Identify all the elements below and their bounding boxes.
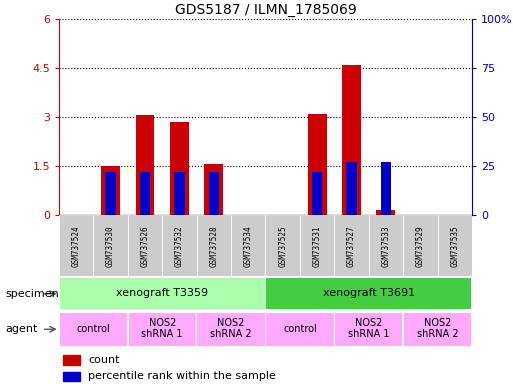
Bar xyxy=(60,278,265,310)
Text: control: control xyxy=(76,324,110,334)
Bar xyxy=(404,313,471,346)
Bar xyxy=(63,372,80,381)
Text: count: count xyxy=(88,355,120,365)
Text: GSM737532: GSM737532 xyxy=(175,225,184,266)
Text: NOS2
shRNA 2: NOS2 shRNA 2 xyxy=(210,318,252,339)
Text: GSM737524: GSM737524 xyxy=(72,225,81,266)
Bar xyxy=(204,164,223,215)
Bar xyxy=(198,313,265,346)
Text: GSM737535: GSM737535 xyxy=(450,225,459,266)
Bar xyxy=(346,162,357,215)
Text: xenograft T3359: xenograft T3359 xyxy=(116,288,208,298)
Text: NOS2
shRNA 1: NOS2 shRNA 1 xyxy=(142,318,183,339)
Bar xyxy=(128,215,162,276)
Bar xyxy=(377,210,396,215)
Bar xyxy=(334,215,369,276)
Bar xyxy=(312,172,322,215)
Bar xyxy=(266,278,471,310)
Text: NOS2
shRNA 2: NOS2 shRNA 2 xyxy=(417,318,458,339)
Bar xyxy=(59,215,93,276)
Bar xyxy=(129,313,196,346)
Bar xyxy=(170,122,189,215)
Text: percentile rank within the sample: percentile rank within the sample xyxy=(88,371,276,381)
Text: GSM737534: GSM737534 xyxy=(244,225,253,266)
Text: GSM737526: GSM737526 xyxy=(141,225,149,266)
Bar xyxy=(63,355,80,365)
Bar xyxy=(438,215,472,276)
Bar xyxy=(135,116,154,215)
Bar xyxy=(209,172,219,215)
Bar xyxy=(266,313,333,346)
Text: specimen: specimen xyxy=(5,289,59,299)
Bar xyxy=(369,215,403,276)
Text: GSM737531: GSM737531 xyxy=(312,225,322,266)
Title: GDS5187 / ILMN_1785069: GDS5187 / ILMN_1785069 xyxy=(174,3,357,17)
Bar xyxy=(403,215,438,276)
Text: GSM737529: GSM737529 xyxy=(416,225,425,266)
Text: GSM737528: GSM737528 xyxy=(209,225,219,266)
Bar xyxy=(174,172,185,215)
Bar xyxy=(93,215,128,276)
Bar xyxy=(308,114,327,215)
Bar xyxy=(196,215,231,276)
Bar xyxy=(300,215,334,276)
Text: GSM737530: GSM737530 xyxy=(106,225,115,266)
Text: NOS2
shRNA 1: NOS2 shRNA 1 xyxy=(348,318,389,339)
Bar xyxy=(140,172,150,215)
Bar xyxy=(381,162,391,215)
Text: control: control xyxy=(283,324,317,334)
Text: GSM737533: GSM737533 xyxy=(382,225,390,266)
Text: agent: agent xyxy=(5,324,37,334)
Bar xyxy=(60,313,127,346)
Bar xyxy=(335,313,402,346)
Bar xyxy=(162,215,196,276)
Bar xyxy=(231,215,266,276)
Bar xyxy=(106,172,116,215)
Bar xyxy=(101,166,120,215)
Text: GSM737525: GSM737525 xyxy=(278,225,287,266)
Text: GSM737527: GSM737527 xyxy=(347,225,356,266)
Text: xenograft T3691: xenograft T3691 xyxy=(323,288,415,298)
Bar xyxy=(265,215,300,276)
Bar xyxy=(342,65,361,215)
